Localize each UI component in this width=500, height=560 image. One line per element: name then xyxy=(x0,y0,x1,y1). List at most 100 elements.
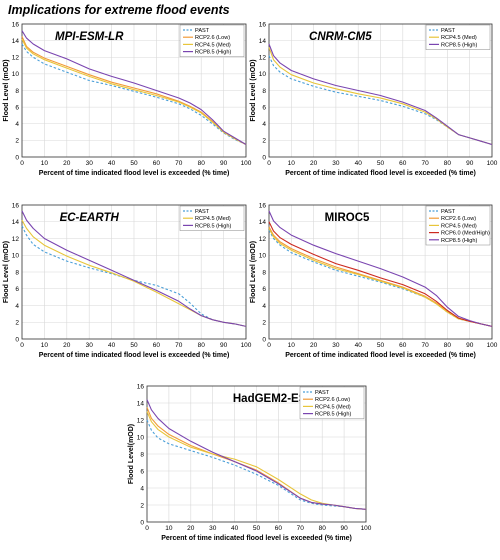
x-tick-label: 30 xyxy=(332,342,340,349)
y-tick-label: 14 xyxy=(12,38,20,45)
y-tick-label: 0 xyxy=(15,336,19,343)
series-line-past xyxy=(21,43,247,146)
x-tick-label: 50 xyxy=(130,160,138,167)
series-line-high xyxy=(146,399,367,510)
x-axis-label: Percent of time indicated flood level is… xyxy=(39,352,230,359)
series-line-high xyxy=(268,43,493,146)
plot-frame xyxy=(146,385,367,523)
y-tick-label: 2 xyxy=(262,138,266,145)
x-tick-label: 40 xyxy=(355,342,363,349)
figure-title: Implications for extreme flood events xyxy=(8,3,230,17)
x-tick-label: 90 xyxy=(466,342,474,349)
x-axis-label: Percent of time indicated flood level is… xyxy=(285,352,476,359)
y-tick-label: 12 xyxy=(137,417,145,424)
x-tick-label: 90 xyxy=(220,342,228,349)
y-axis-label: Flood Level (mOD) xyxy=(250,59,257,121)
y-tick-label: 12 xyxy=(259,55,267,62)
x-tick-label: 90 xyxy=(340,525,348,532)
x-tick-label: 0 xyxy=(267,160,271,167)
y-tick-label: 8 xyxy=(15,88,19,95)
y-tick-label: 10 xyxy=(259,253,267,260)
chart-panel-hadgem2-es: 0 10 20 30 40 50 60 70 80 90 100 0 2 4 6 8 10 12 14 16 Perce… xyxy=(128,383,372,542)
x-tick-label: 0 xyxy=(267,342,271,349)
x-tick-label: 30 xyxy=(86,160,94,167)
y-tick-label: 4 xyxy=(15,121,19,128)
y-tick-label: 16 xyxy=(12,202,20,209)
x-tick-label: 40 xyxy=(231,525,239,532)
x-tick-label: 20 xyxy=(63,160,71,167)
y-tick-label: 6 xyxy=(140,468,144,475)
legend-label-med: RCP4.5 (Med) xyxy=(195,42,231,48)
x-tick-label: 50 xyxy=(377,342,385,349)
x-tick-label: 100 xyxy=(361,525,372,532)
x-tick-label: 30 xyxy=(86,342,94,349)
x-tick-label: 100 xyxy=(487,342,498,349)
x-tick-label: 70 xyxy=(175,342,183,349)
x-tick-label: 60 xyxy=(153,342,161,349)
x-tick-label: 10 xyxy=(41,160,49,167)
x-tick-label: 20 xyxy=(310,160,318,167)
legend-label-high: RCP8.5 (High) xyxy=(441,238,478,244)
x-tick-label: 100 xyxy=(241,342,252,349)
y-tick-label: 14 xyxy=(137,400,145,407)
chart-panel-mpi-esm-lr: 0 10 20 30 40 50 60 70 80 90 100 0 2 4 6 8 10 12 14 16 Perce… xyxy=(3,21,252,177)
x-tick-label: 100 xyxy=(487,160,498,167)
x-tick-label: 80 xyxy=(444,342,452,349)
series-line-medhigh xyxy=(268,221,493,327)
y-tick-label: 4 xyxy=(140,485,144,492)
y-tick-label: 14 xyxy=(259,219,267,226)
chart-panel-ec-earth: 0 10 20 30 40 50 60 70 80 90 100 0 2 4 6 8 10 12 14 16 Perce… xyxy=(3,202,252,359)
y-tick-label: 10 xyxy=(259,71,267,78)
x-tick-label: 40 xyxy=(355,160,363,167)
y-tick-label: 4 xyxy=(15,303,19,310)
legend-label-high: RCP8.5 (High) xyxy=(195,50,232,56)
x-tick-label: 10 xyxy=(165,525,173,532)
legend-label-past: PAST xyxy=(195,209,210,215)
y-tick-label: 10 xyxy=(12,253,20,260)
y-tick-label: 2 xyxy=(15,138,19,145)
legend-label-med: RCP4.5 (Med) xyxy=(441,223,477,229)
y-axis-label: Flood Level(mOD) xyxy=(128,424,135,484)
x-tick-label: 80 xyxy=(198,342,206,349)
y-tick-label: 0 xyxy=(140,519,144,526)
series-line-med xyxy=(21,38,247,145)
y-axis-label: Flood Level (mOD) xyxy=(3,59,10,121)
panel-title: MIROC5 xyxy=(325,212,370,224)
x-tick-label: 10 xyxy=(288,342,296,349)
y-tick-label: 12 xyxy=(259,236,267,243)
x-tick-label: 70 xyxy=(421,342,429,349)
y-tick-label: 0 xyxy=(15,154,19,161)
x-tick-label: 50 xyxy=(377,160,385,167)
x-tick-label: 50 xyxy=(253,525,261,532)
y-tick-label: 6 xyxy=(15,104,19,111)
y-tick-label: 16 xyxy=(259,21,267,28)
plot-frame xyxy=(268,204,493,340)
legend-label-med: RCP4.5 (Med) xyxy=(315,404,351,410)
y-tick-label: 12 xyxy=(12,236,20,243)
x-axis-label: Percent of time indicated flood level is… xyxy=(39,170,230,177)
legend-label-past: PAST xyxy=(315,390,330,396)
y-tick-label: 2 xyxy=(262,320,266,327)
series-line-high xyxy=(268,210,493,327)
y-tick-label: 0 xyxy=(262,154,266,161)
y-tick-label: 0 xyxy=(262,336,266,343)
y-tick-label: 16 xyxy=(259,202,267,209)
legend-label-past: PAST xyxy=(441,28,456,34)
x-tick-label: 10 xyxy=(288,160,296,167)
x-tick-label: 40 xyxy=(108,160,116,167)
x-tick-label: 20 xyxy=(187,525,195,532)
y-tick-label: 2 xyxy=(140,502,144,509)
x-tick-label: 50 xyxy=(130,342,138,349)
x-axis-label: Percent of time indicated flood level is… xyxy=(285,170,476,177)
x-tick-label: 10 xyxy=(41,342,49,349)
y-tick-label: 8 xyxy=(140,451,144,458)
x-tick-label: 90 xyxy=(466,160,474,167)
y-tick-label: 14 xyxy=(259,38,267,45)
panel-title: EC-EARTH xyxy=(60,212,120,224)
y-tick-label: 8 xyxy=(15,269,19,276)
x-tick-label: 70 xyxy=(421,160,429,167)
x-tick-label: 30 xyxy=(332,160,340,167)
legend-label-high: RCP8.5 (High) xyxy=(195,223,232,229)
y-tick-label: 16 xyxy=(12,21,20,28)
series-line-high xyxy=(21,210,247,327)
